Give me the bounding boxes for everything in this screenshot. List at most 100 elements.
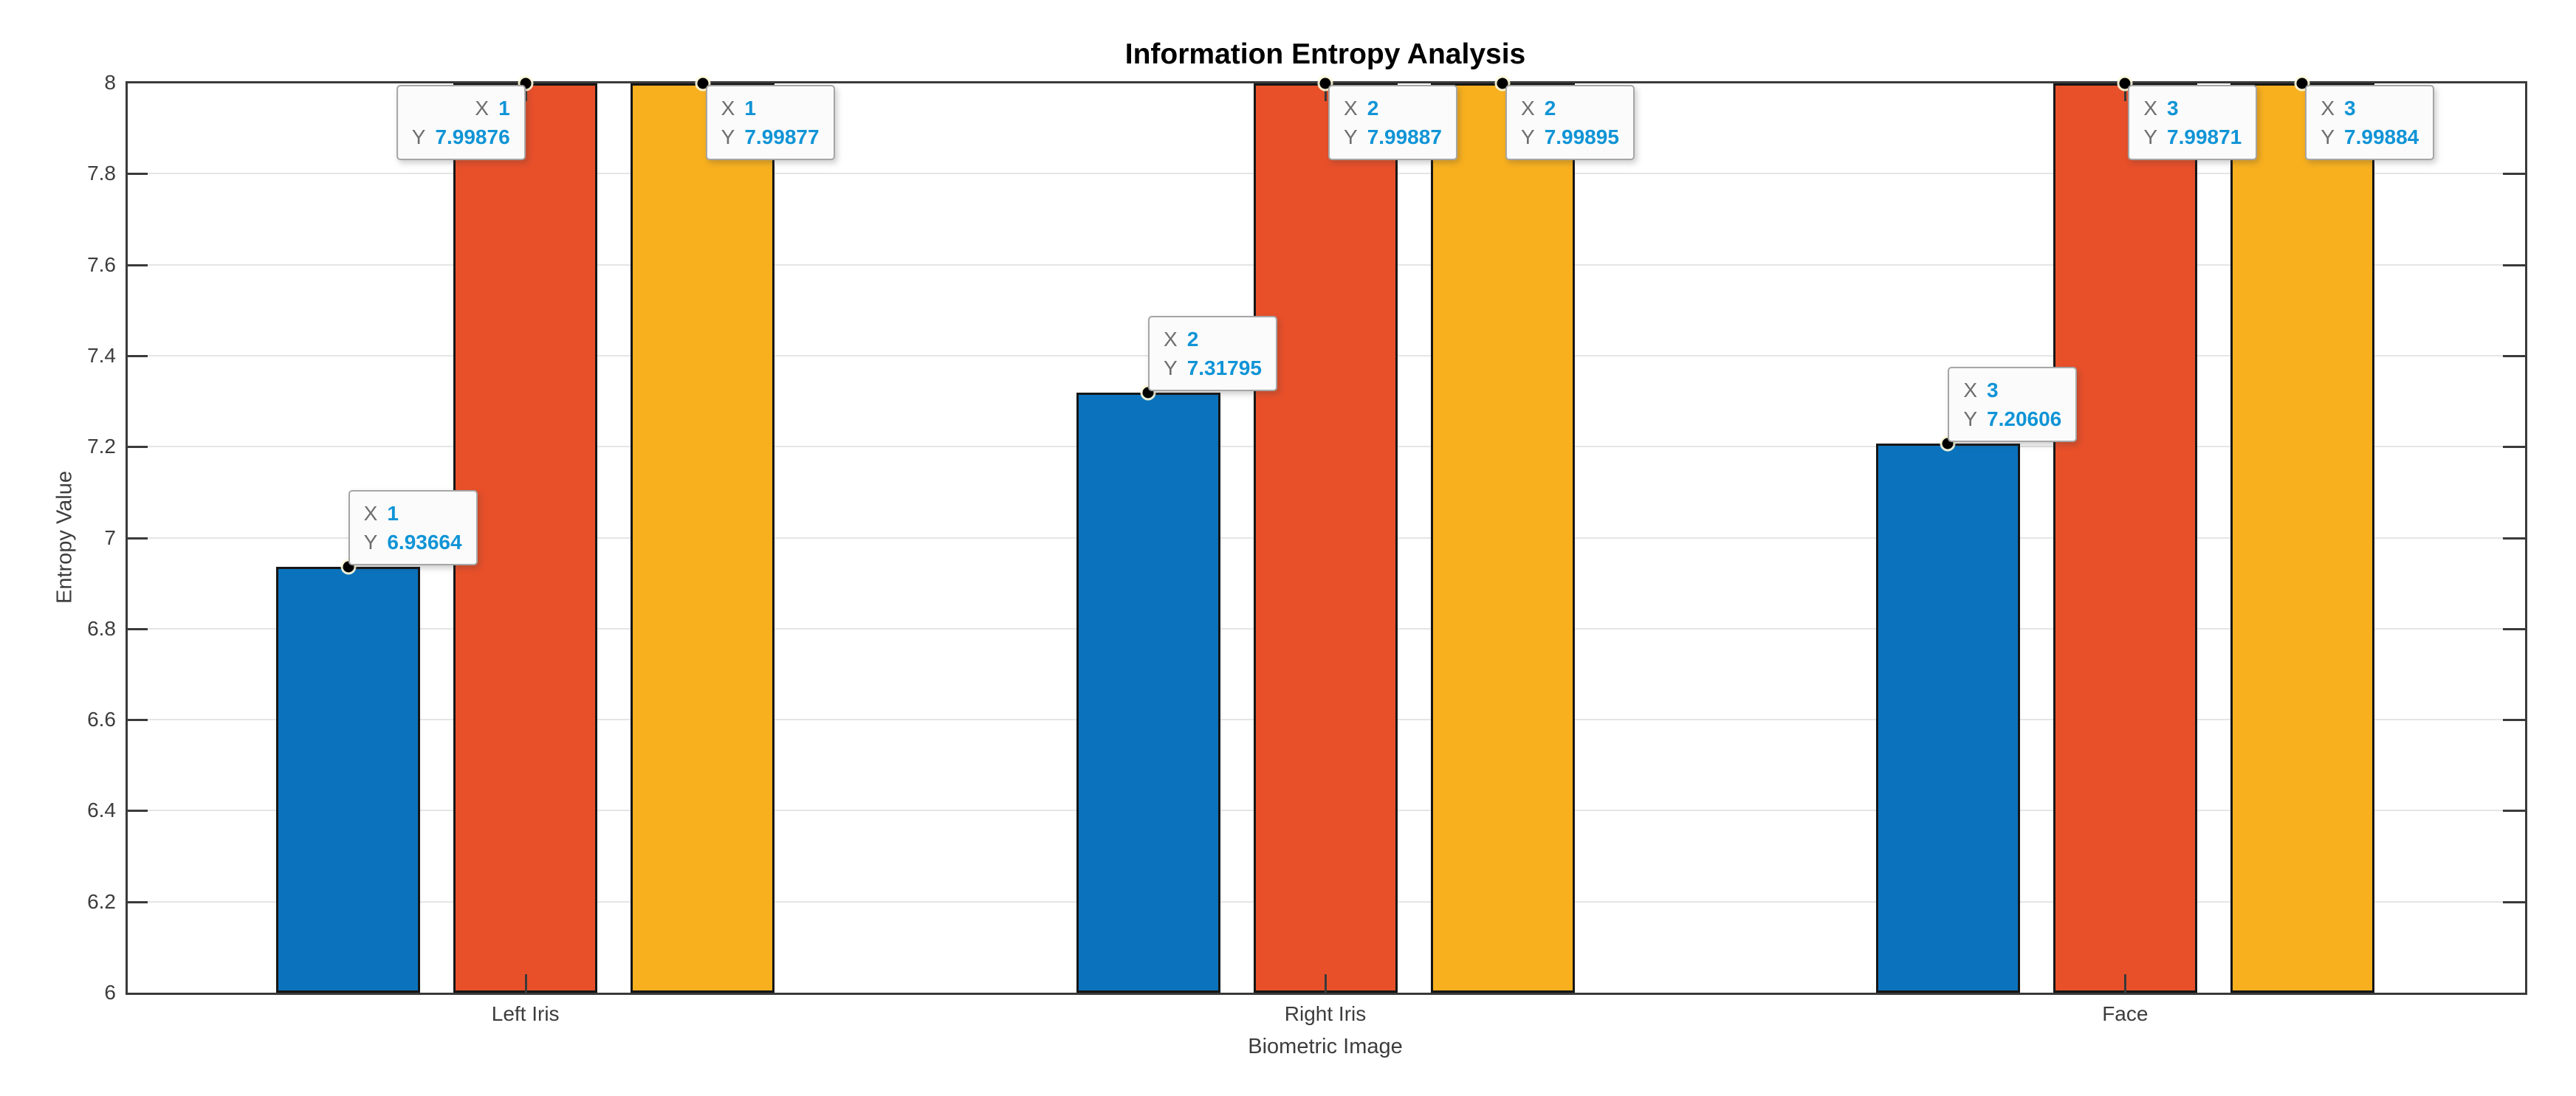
y-tick-label: 7.8 bbox=[87, 162, 116, 185]
datatip-coord-label: Y bbox=[2143, 125, 2158, 148]
x-tick-top bbox=[1325, 83, 1327, 101]
y-axis-label: Entropy Value bbox=[52, 470, 77, 604]
bar[interactable] bbox=[2230, 83, 2374, 993]
datatip-coord-value: 7.20606 bbox=[1987, 407, 2062, 431]
y-tick-right bbox=[2503, 810, 2525, 813]
datatip-coord-value: 7.99877 bbox=[744, 125, 820, 148]
y-tick-label: 7 bbox=[104, 525, 116, 549]
bar[interactable] bbox=[631, 83, 775, 993]
y-tick-left bbox=[126, 263, 148, 266]
datatip[interactable]: X 3 Y 7.99871 bbox=[2128, 84, 2258, 160]
datatip-coord-label: Y bbox=[411, 125, 426, 148]
bar[interactable] bbox=[1076, 393, 1220, 993]
y-tick-left bbox=[126, 354, 148, 357]
y-tick-right bbox=[2503, 537, 2525, 540]
y-tick-left bbox=[126, 810, 148, 813]
y-tick-right bbox=[2503, 263, 2525, 266]
datatip[interactable]: X 1 Y 7.99876 bbox=[396, 84, 526, 160]
datatip-row: Y 7.31795 bbox=[1164, 354, 1262, 382]
datatip-coord-label: X bbox=[475, 96, 490, 120]
datatip-row: Y 7.20606 bbox=[1963, 404, 2061, 433]
bar[interactable] bbox=[453, 83, 598, 993]
datatip[interactable]: X 3 Y 7.20606 bbox=[1948, 367, 2078, 443]
datatip-coord-value: 1 bbox=[387, 501, 399, 525]
y-tick-left bbox=[126, 537, 148, 540]
bar[interactable] bbox=[1253, 83, 1398, 993]
x-tick-bottom bbox=[524, 974, 527, 993]
datatip-coord-value: 7.99871 bbox=[2167, 125, 2242, 148]
datatip-coord-label: Y bbox=[1164, 356, 1178, 380]
datatip-coord-label: Y bbox=[2321, 125, 2335, 148]
bar[interactable] bbox=[2053, 83, 2197, 993]
y-tick-label: 6.2 bbox=[87, 889, 116, 913]
bar[interactable] bbox=[1430, 83, 1575, 993]
datatip-coord-value: 6.93664 bbox=[387, 530, 462, 554]
y-tick-label: 6.8 bbox=[87, 616, 116, 640]
datatip-coord-value: 2 bbox=[1544, 96, 1556, 120]
x-tick-bottom bbox=[2124, 974, 2127, 993]
y-tick-right bbox=[2503, 446, 2525, 449]
y-tick-left bbox=[126, 900, 148, 903]
datatip-coord-label: Y bbox=[721, 125, 735, 148]
datatip-coord-label: Y bbox=[1963, 407, 1978, 431]
x-tick-bottom bbox=[1325, 974, 1327, 993]
datatip-coord-value: 7.31795 bbox=[1186, 356, 1262, 380]
datatip[interactable]: X 2 Y 7.31795 bbox=[1148, 316, 1277, 392]
datatip-coord-label: X bbox=[1164, 328, 1178, 351]
datatip-coord-label: Y bbox=[363, 530, 378, 554]
datatip-coord-value: 1 bbox=[744, 96, 756, 120]
datatip-coord-label: X bbox=[2321, 96, 2335, 120]
y-tick-label: 7.2 bbox=[87, 435, 116, 458]
datatip-coord-value: 7.99887 bbox=[1367, 125, 1442, 148]
y-tick-left bbox=[126, 173, 148, 176]
datatip-coord-value: 7.99884 bbox=[2344, 125, 2419, 148]
datatip-row: Y 7.99876 bbox=[412, 123, 510, 151]
y-tick-label: 7.4 bbox=[87, 343, 116, 367]
y-tick-right bbox=[2503, 627, 2525, 630]
x-axis-label: Biometric Image bbox=[1248, 1035, 1403, 1058]
datatip-coord-value: 2 bbox=[1367, 96, 1379, 120]
datatip-row: Y 7.99887 bbox=[1344, 123, 1442, 151]
datatip-row: Y 7.99895 bbox=[1521, 123, 1619, 151]
datatip-coord-label: Y bbox=[1521, 125, 1535, 148]
y-tick-label: 6 bbox=[104, 981, 116, 1004]
x-tick-label: Left Iris bbox=[491, 1002, 560, 1025]
datatip-coord-label: X bbox=[1963, 379, 1978, 402]
datatip-coord-label: Y bbox=[1344, 125, 1358, 148]
bar[interactable] bbox=[1875, 444, 2020, 993]
datatip-coord-label: X bbox=[2143, 96, 2158, 120]
y-tick-label: 8 bbox=[104, 71, 116, 94]
datatip-coord-label: X bbox=[721, 96, 735, 120]
y-tick-right bbox=[2503, 173, 2525, 176]
datatip-coord-value: 3 bbox=[1987, 379, 1999, 402]
y-tick-left bbox=[126, 627, 148, 630]
datatip[interactable]: X 2 Y 7.99887 bbox=[1328, 84, 1457, 160]
datatip-row: Y 7.99871 bbox=[2143, 123, 2242, 151]
datatip[interactable]: X 3 Y 7.99884 bbox=[2305, 84, 2435, 160]
datatip-row: Y 6.93664 bbox=[364, 528, 462, 556]
y-tick-right bbox=[2503, 354, 2525, 357]
datatip-row: Y 7.99877 bbox=[721, 123, 820, 151]
datatip-coord-label: X bbox=[1344, 96, 1358, 120]
y-tick-label: 6.4 bbox=[87, 799, 116, 822]
bar[interactable] bbox=[276, 566, 421, 993]
datatip-coord-label: X bbox=[363, 501, 378, 525]
datatip[interactable]: X 1 Y 6.93664 bbox=[348, 489, 478, 565]
y-tick-left bbox=[126, 446, 148, 449]
datatip[interactable]: X 2 Y 7.99895 bbox=[1505, 84, 1635, 160]
datatip-coord-value: 3 bbox=[2167, 96, 2179, 120]
y-tick-left bbox=[126, 719, 148, 722]
x-tick-label: Face bbox=[2102, 1002, 2149, 1025]
datatip-coord-value: 3 bbox=[2344, 96, 2356, 120]
y-tick-right bbox=[2503, 900, 2525, 903]
datatip[interactable]: X 1 Y 7.99877 bbox=[705, 84, 835, 160]
datatip-coord-label: X bbox=[1521, 96, 1535, 120]
x-tick-label: Right Iris bbox=[1284, 1002, 1367, 1025]
x-tick-top bbox=[524, 83, 527, 101]
